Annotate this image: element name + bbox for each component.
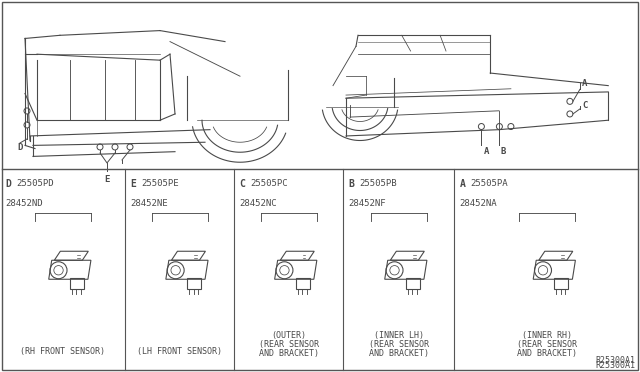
Text: R25300A1: R25300A1 (595, 356, 635, 365)
Text: 25505PB: 25505PB (359, 179, 397, 188)
Text: 25505PD: 25505PD (16, 179, 54, 188)
Text: (INNER LH): (INNER LH) (374, 331, 424, 340)
Text: 25505PA: 25505PA (470, 179, 508, 188)
Text: B: B (500, 147, 506, 155)
Text: A: A (460, 179, 465, 189)
Text: R25300A1: R25300A1 (595, 361, 635, 370)
Text: D: D (5, 179, 11, 189)
Text: (RH FRONT SENSOR): (RH FRONT SENSOR) (20, 347, 105, 356)
Text: (OUTER): (OUTER) (271, 331, 306, 340)
Text: (REAR SENSOR: (REAR SENSOR (369, 340, 429, 349)
Text: (REAR SENSOR: (REAR SENSOR (259, 340, 319, 349)
Text: AND BRACKET): AND BRACKET) (259, 349, 319, 358)
Text: AND BRACKET): AND BRACKET) (369, 349, 429, 358)
Text: 28452NF: 28452NF (348, 199, 386, 208)
Text: (REAR SENSOR: (REAR SENSOR (517, 340, 577, 349)
Text: (LH FRONT SENSOR): (LH FRONT SENSOR) (138, 347, 222, 356)
Text: E: E (131, 179, 136, 189)
Text: B: B (348, 179, 354, 189)
Text: 28452NA: 28452NA (460, 199, 497, 208)
Text: (INNER RH): (INNER RH) (522, 331, 572, 340)
Text: 25505PC: 25505PC (250, 179, 288, 188)
Text: AND BRACKET): AND BRACKET) (517, 349, 577, 358)
Text: 28452NE: 28452NE (131, 199, 168, 208)
Text: C: C (239, 179, 245, 189)
Text: 28452NC: 28452NC (239, 199, 277, 208)
Text: A: A (582, 79, 588, 88)
Text: 25505PE: 25505PE (141, 179, 179, 188)
Text: D: D (17, 143, 22, 152)
Text: C: C (582, 102, 588, 110)
Text: 28452ND: 28452ND (5, 199, 43, 208)
Text: A: A (484, 147, 489, 155)
Text: E: E (104, 175, 109, 184)
